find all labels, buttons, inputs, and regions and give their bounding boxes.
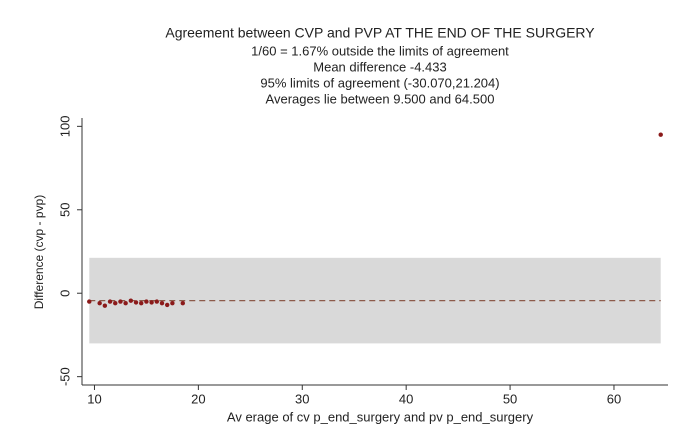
point: [102, 303, 108, 308]
y-tick-label: 50: [57, 203, 72, 217]
y-tick-label: 100: [57, 115, 72, 137]
x-axis-label: Av erage of cv p_end_surgery and pv p_en…: [227, 409, 534, 424]
subtitle: 95% limits of agreement (-30.070,21.204): [260, 75, 499, 90]
x-tick-label: 60: [607, 391, 621, 406]
point: [144, 299, 149, 304]
chart-title: Agreement between CVP and PVP AT THE END…: [165, 25, 595, 41]
x-tick-label: 40: [399, 391, 413, 406]
x-tick-label: 10: [87, 391, 101, 406]
y-tick-label: -50: [57, 367, 72, 386]
subtitle: 1/60 = 1.67% outside the limits of agree…: [251, 43, 509, 58]
point: [118, 299, 123, 304]
point: [107, 299, 113, 304]
point: [139, 301, 144, 306]
point: [170, 301, 175, 306]
x-tick-label: 30: [295, 391, 309, 406]
point: [180, 301, 185, 306]
subtitle: Averages lie between 9.500 and 64.500: [266, 91, 495, 106]
subtitle: Mean difference -4.433: [313, 59, 446, 74]
point: [87, 299, 92, 304]
point: [159, 301, 165, 306]
point: [149, 300, 154, 305]
y-tick-label: 0: [57, 290, 72, 297]
point: [97, 301, 102, 306]
x-tick-label: 50: [503, 391, 517, 406]
x-tick-label: 20: [191, 391, 205, 406]
point: [128, 298, 134, 303]
point: [123, 301, 128, 306]
point: [154, 299, 160, 304]
point: [113, 301, 118, 306]
point: [133, 300, 139, 305]
point: [164, 302, 170, 308]
y-axis-label: Difference (cvp - pvp): [32, 195, 46, 310]
point: [658, 132, 663, 137]
